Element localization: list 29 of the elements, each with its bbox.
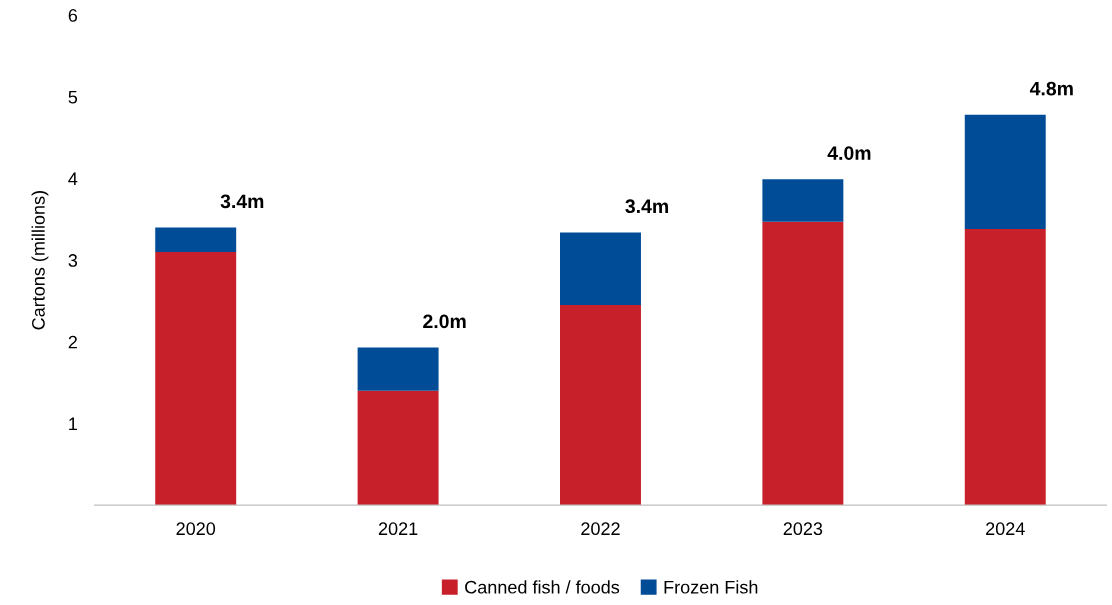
legend-label: Frozen Fish	[664, 580, 758, 594]
bar	[357, 390, 439, 506]
y-tick-label: 6	[68, 9, 78, 22]
bar	[357, 347, 439, 391]
y-tick-label: 5	[68, 90, 78, 104]
y-tick-label: 1	[69, 417, 77, 431]
total-label: 3.4m	[220, 194, 264, 209]
total-label: 3.4m	[625, 199, 668, 214]
x-tick-label: 2022	[581, 522, 620, 536]
bar	[964, 114, 1046, 230]
bar	[560, 305, 641, 506]
bar	[762, 221, 844, 506]
x-tick-label: 2024	[986, 522, 1025, 536]
x-tick-label: 2021	[378, 522, 418, 536]
y-tick-label: 4	[68, 172, 78, 186]
x-tick-label: 2023	[783, 522, 823, 536]
total-label: 2.0m	[423, 314, 466, 329]
bar	[155, 251, 237, 506]
y-tick-label: 3	[68, 254, 78, 267]
y-axis-title: Cartons (millions)	[31, 191, 49, 330]
total-label: 4.8m	[1029, 81, 1073, 96]
legend-label: Canned fish / foods	[465, 580, 620, 594]
bar	[762, 179, 844, 222]
bar	[964, 229, 1046, 506]
y-tick-label: 2	[68, 335, 77, 349]
bar	[155, 227, 237, 252]
total-label: 4.0m	[827, 146, 871, 161]
bar	[560, 232, 641, 306]
x-tick-label: 2020	[176, 522, 216, 536]
